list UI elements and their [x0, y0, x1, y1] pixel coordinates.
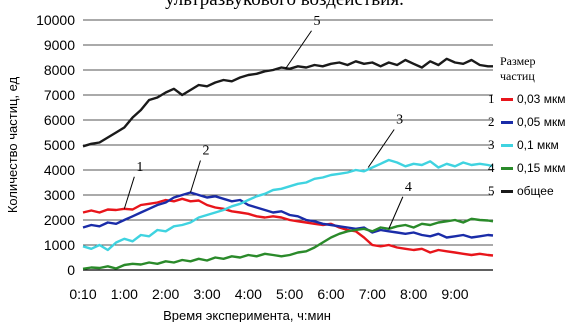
y-tick-label: 6000 [44, 112, 75, 128]
series-line [82, 217, 494, 270]
legend-number: 2 [488, 114, 495, 129]
annotation-leader [367, 129, 395, 168]
legend-number: 1 [488, 91, 495, 106]
y-tick-label: 3000 [44, 187, 75, 203]
series-lines [82, 57, 494, 270]
y-tick-label: 9000 [44, 37, 75, 53]
legend-label: общее [517, 184, 554, 198]
legend-label: 0,03 мкм [517, 92, 566, 106]
legend-swatch [501, 120, 513, 124]
annotation-label: 3 [396, 113, 403, 128]
x-tick-label: 5:00 [276, 286, 303, 302]
x-tick-labels: 0:10 1:00 2:00 3:00 4:00 5:00 6:00 7:00 8:00 9:00 [69, 286, 468, 302]
legend-swatch [501, 166, 513, 170]
annotation-label: 1 [136, 160, 143, 175]
x-tick-label: 6:00 [317, 286, 344, 302]
annotation-leader [388, 196, 404, 229]
series-line [82, 191, 494, 239]
y-tick-label: 4000 [44, 162, 75, 178]
x-tick-label: 8:00 [400, 286, 427, 302]
x-tick-label: 3:00 [193, 286, 220, 302]
legend-item: 2 0,05 мкм [488, 114, 566, 130]
x-tick-label: 9:00 [441, 286, 468, 302]
legend-number: 4 [488, 160, 495, 175]
legend-label: 0,1 мкм [517, 138, 559, 152]
legend-label: 0,05 мкм [517, 115, 566, 129]
x-tick-label: 4:00 [235, 286, 262, 302]
x-tick-label: 1:00 [111, 286, 138, 302]
x-tick-label: 2:00 [152, 286, 179, 302]
annotation-label: 2 [202, 144, 209, 159]
series-line [82, 57, 493, 148]
legend-item: 4 0,15 мкм [488, 160, 566, 176]
x-tick-label: 0:10 [69, 286, 96, 302]
annotation-label: 5 [314, 14, 321, 29]
y-tick-label: 2000 [44, 212, 75, 228]
legend-item: 3 0,1 мкм [488, 137, 559, 153]
legend-number: 3 [488, 137, 495, 152]
annotation-leader [123, 176, 135, 209]
legend-item: 1 0,03 мкм [488, 91, 566, 107]
series-line [82, 197, 494, 257]
legend-title-line2: частиц [500, 69, 535, 83]
y-tick-label: 0 [67, 262, 75, 278]
legend-swatch [501, 97, 513, 101]
y-tick-label: 5000 [44, 137, 75, 153]
annotation-label: 4 [405, 180, 412, 195]
annotation-leader [189, 160, 201, 193]
y-tick-label: 1000 [44, 237, 75, 253]
legend-swatch [501, 143, 513, 147]
y-tick-label: 10000 [36, 12, 75, 28]
annotation-leader [285, 30, 312, 70]
x-axis-label: Время эксперимента, ч:мин [163, 308, 331, 322]
y-tick-label: 7000 [44, 87, 75, 103]
x-tick-label: 7:00 [359, 286, 386, 302]
y-tick-labels: 0 1000 2000 3000 4000 5000 6000 7000 8000 9000 100… [36, 12, 75, 278]
top-caption: ультразвукового воздействия. [0, 0, 569, 9]
legend-swatch [501, 189, 513, 193]
legend-item: 5 общее [488, 183, 554, 199]
grid-lines [83, 19, 493, 271]
series-line [82, 158, 494, 252]
y-axis-label: Количество частиц, ед [5, 76, 20, 213]
legend-number: 5 [488, 183, 495, 198]
y-tick-label: 8000 [44, 62, 75, 78]
series-annotations: 1 2 3 4 5 [123, 14, 412, 229]
legend-title-line1: Размер [500, 54, 536, 68]
legend-label: 0,15 мкм [517, 161, 566, 175]
